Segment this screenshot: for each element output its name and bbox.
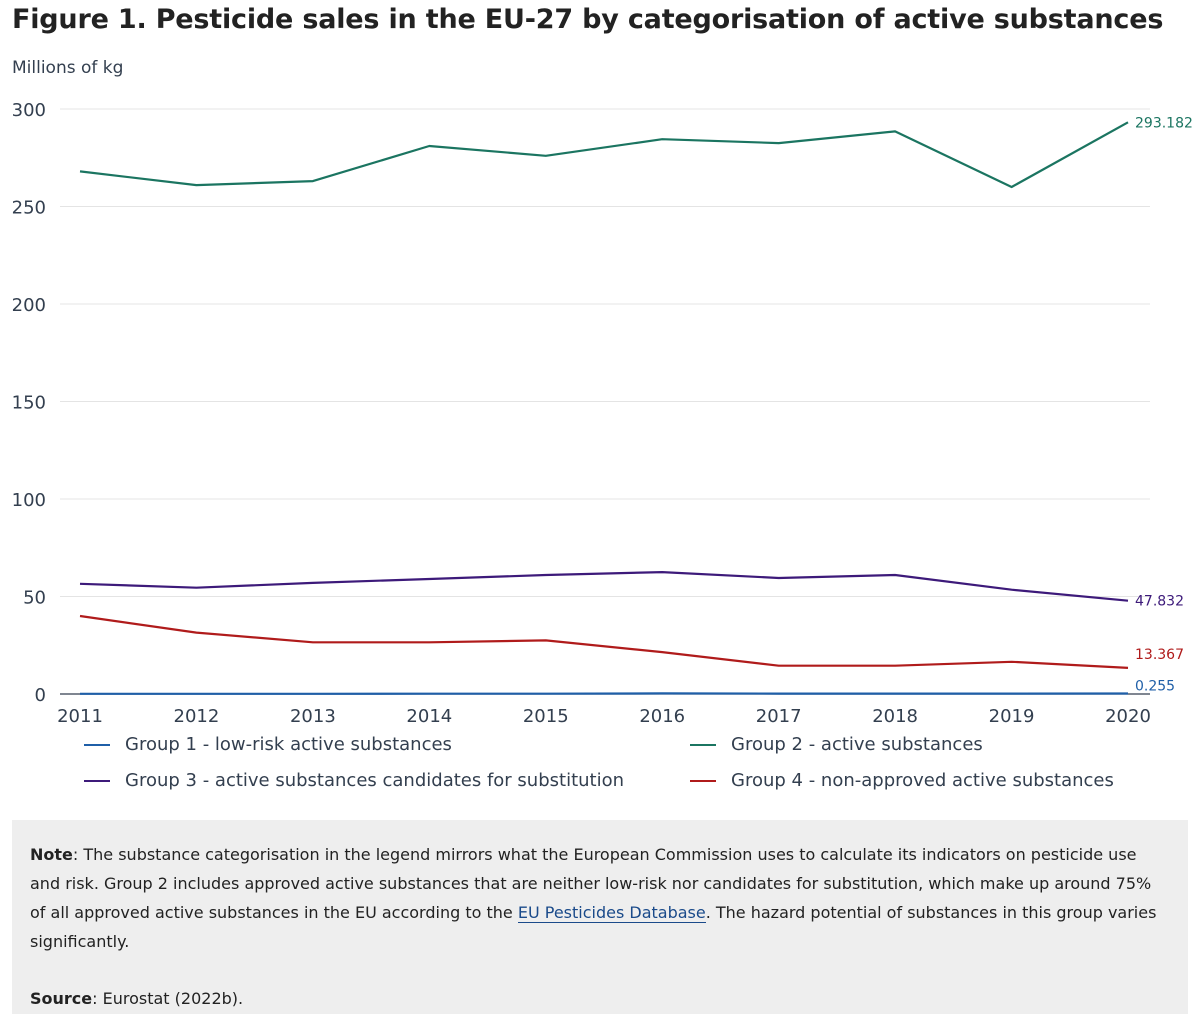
- y-tick-label-0: 0: [35, 685, 46, 706]
- note-text-after-link: . The hazard potential of substances in …: [30, 903, 1157, 951]
- y-tick-label-50: 50: [23, 588, 46, 609]
- legend-swatch-group-3: [84, 779, 110, 782]
- legend-item-group-4: Group 4 - non-approved active substances: [690, 770, 1114, 791]
- legend-swatch-group-2: [690, 743, 716, 746]
- end-label-group-1: 0.255: [1135, 679, 1175, 695]
- figure-title: Figure 1. Pesticide sales in the EU-27 b…: [12, 4, 1164, 35]
- source-text: : Eurostat (2022b).: [92, 989, 244, 1008]
- legend-item-group-2: Group 2 - active substances: [690, 734, 983, 755]
- y-tick-label-150: 150: [12, 393, 46, 414]
- note-box: Note: The substance categorisation in th…: [12, 820, 1188, 1014]
- line-chart: 0 50 100 150 200 250 300 2011 2012 2013 2014 2015 20…: [12, 100, 1193, 727]
- y-tick-label-300: 300: [12, 100, 46, 121]
- note-paragraph: Note: The substance categorisation in th…: [30, 840, 1170, 956]
- end-label-group-4: 13.367: [1135, 647, 1184, 663]
- series-line-group-3: [79, 570, 1129, 602]
- x-tick-label-2015: 2015: [523, 706, 569, 727]
- series-line-group-4: [79, 614, 1129, 669]
- y-tick-label-200: 200: [12, 295, 46, 316]
- legend-swatch-group-1: [84, 743, 110, 746]
- source-label: Source: [30, 989, 93, 1008]
- x-tick-label-2017: 2017: [756, 706, 802, 727]
- x-tick-label-2018: 2018: [872, 706, 918, 727]
- y-tick-label-250: 250: [12, 198, 46, 219]
- eu-pesticides-database-link[interactable]: EU Pesticides Database: [517, 903, 706, 923]
- y-tick-label-100: 100: [12, 490, 46, 511]
- note-text-before-link: : The substance categorisation in the le…: [30, 845, 1152, 922]
- legend-label-group-3: Group 3 - active substances candidates f…: [125, 770, 625, 791]
- x-tick-label-2019: 2019: [989, 706, 1035, 727]
- x-tick-label-2016: 2016: [639, 706, 685, 727]
- legend-item-group-3: Group 3 - active substances candidates f…: [84, 770, 624, 791]
- legend-label-group-1: Group 1 - low-risk active substances: [125, 734, 452, 755]
- legend-label-group-4: Group 4 - non-approved active substances: [731, 770, 1114, 791]
- series-line-group-2: [79, 121, 1129, 189]
- legend-item-group-1: Group 1 - low-risk active substances: [84, 734, 452, 755]
- x-tick-label-2011: 2011: [57, 706, 103, 727]
- source-paragraph: Source: Eurostat (2022b).: [30, 984, 1170, 1013]
- note-label: Note: [30, 845, 73, 864]
- x-tick-label-2013: 2013: [290, 706, 336, 727]
- legend-label-group-2: Group 2 - active substances: [731, 734, 983, 755]
- x-tick-label-2020: 2020: [1105, 706, 1151, 727]
- legend-swatch-group-4: [690, 779, 716, 782]
- end-label-group-2: 293.182: [1135, 115, 1193, 131]
- end-label-group-3: 47.832: [1135, 594, 1184, 610]
- x-tick-label-2014: 2014: [406, 706, 452, 727]
- y-axis-unit-label: Millions of kg: [12, 58, 124, 78]
- x-tick-label-2012: 2012: [174, 706, 220, 727]
